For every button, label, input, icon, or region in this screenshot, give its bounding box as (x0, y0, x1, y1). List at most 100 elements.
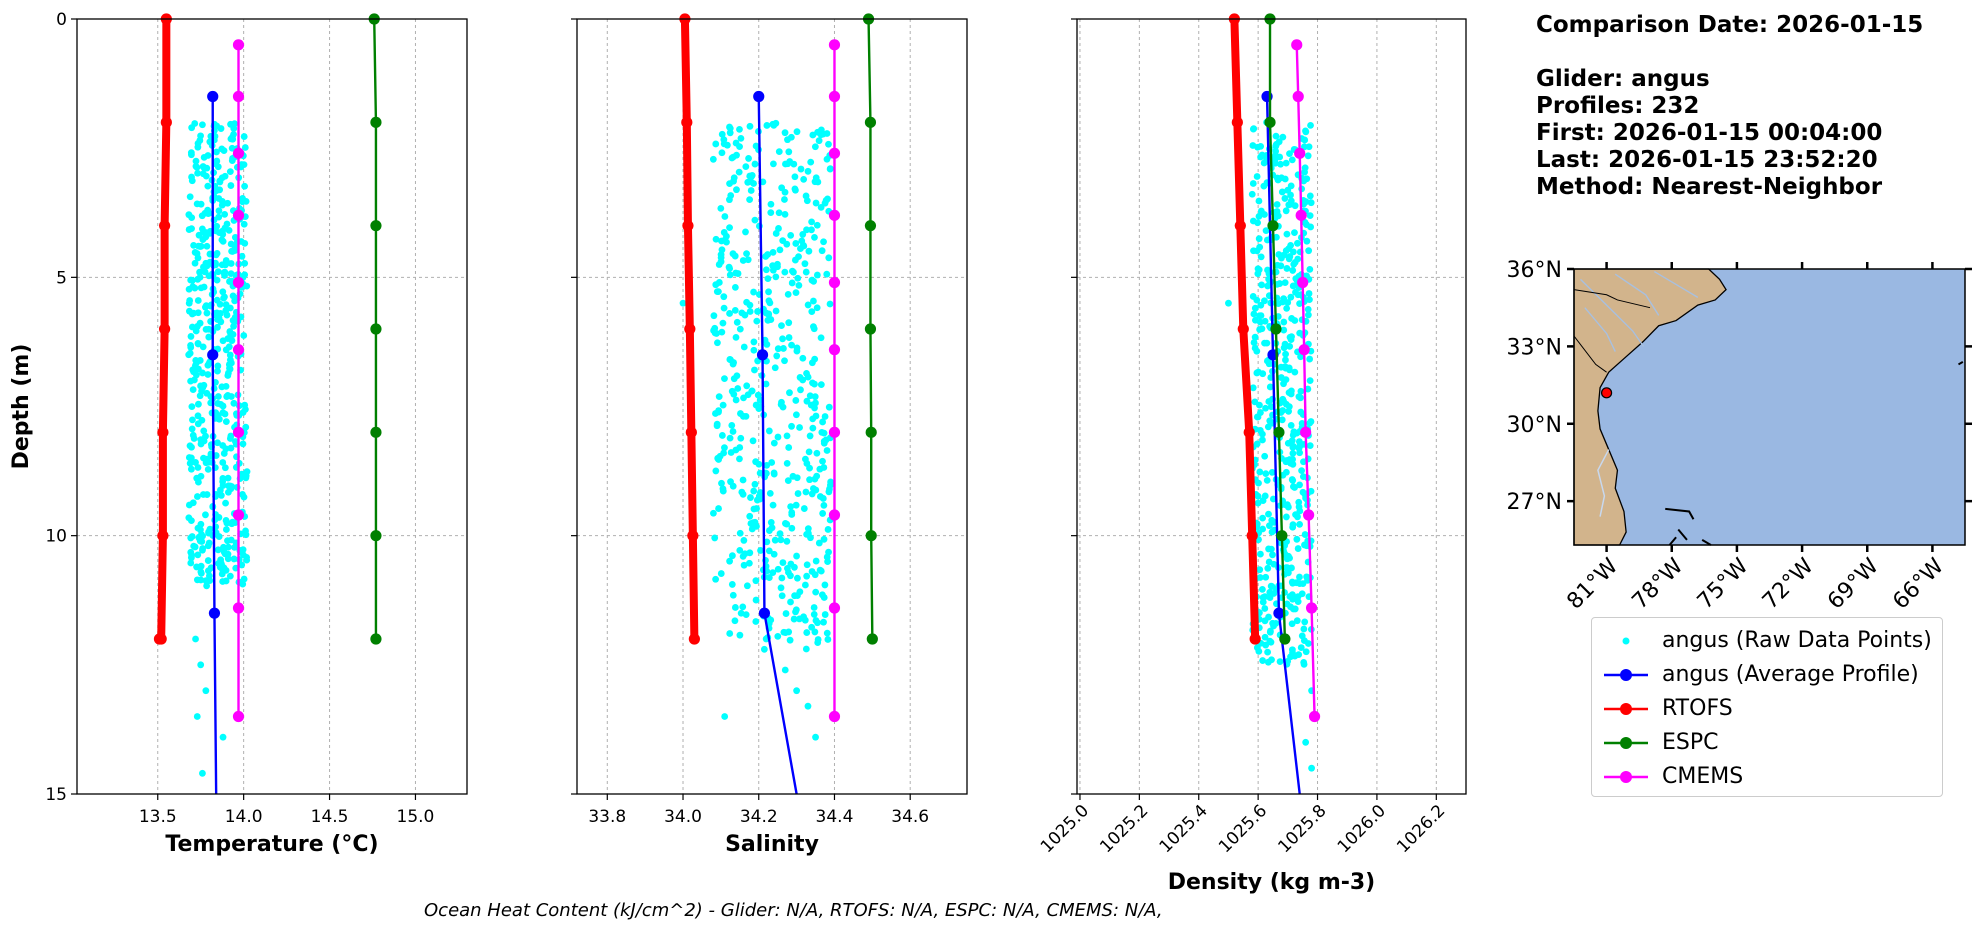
raw-data-point (193, 250, 201, 257)
raw-data-point (224, 474, 232, 482)
raw-data-point (1256, 566, 1264, 574)
raw-data-point (224, 488, 232, 496)
legend-label: ESPC (1662, 730, 1719, 755)
raw-data-point (792, 411, 800, 419)
raw-data-point (1261, 633, 1269, 641)
legend-label: angus (Average Profile) (1662, 662, 1919, 687)
lat-tick-label: 30°N (1507, 413, 1562, 438)
raw-data-point (214, 268, 222, 276)
raw-data-point (772, 273, 780, 281)
raw-data-point (817, 126, 825, 134)
raw-data-point (1266, 588, 1274, 596)
x-tick-label: 1026.0 (1334, 801, 1390, 857)
raw-data-point (715, 261, 723, 268)
raw-data-point (1286, 150, 1293, 158)
raw-data-point (191, 259, 199, 267)
raw-data-point (199, 546, 206, 554)
raw-data-point (826, 300, 834, 308)
raw-data-point (765, 310, 773, 318)
raw-data-point (812, 199, 820, 207)
raw-data-point (1269, 619, 1277, 627)
raw-data-point (1297, 644, 1305, 651)
series-marker-glider (208, 607, 221, 619)
raw-data-point (194, 412, 202, 420)
raw-data-point (195, 478, 202, 486)
raw-data-point (1257, 253, 1265, 261)
raw-data-point (811, 233, 818, 241)
legend-item: ESPC (1592, 728, 1942, 760)
raw-data-point (1303, 175, 1311, 183)
raw-data-point (790, 615, 798, 623)
series-marker-rtofs (1237, 323, 1249, 335)
raw-data-point (718, 328, 726, 336)
raw-data-point (192, 356, 200, 364)
raw-data-point (218, 383, 226, 391)
raw-data-point (188, 177, 196, 185)
raw-data-point (721, 444, 728, 452)
raw-data-point (1286, 593, 1294, 600)
series-marker-cmems (828, 90, 841, 103)
series-marker-espc (370, 530, 382, 542)
raw-data-point (730, 174, 738, 182)
raw-data-point (750, 338, 758, 346)
raw-data-point (187, 377, 195, 385)
raw-data-point (1255, 235, 1263, 243)
raw-data-point (240, 332, 248, 339)
raw-data-point (823, 629, 831, 637)
raw-data-point (826, 165, 834, 173)
raw-data-point (241, 144, 249, 151)
series-marker-espc (1276, 530, 1288, 542)
raw-data-point (1253, 173, 1261, 180)
raw-data-point (1268, 528, 1276, 536)
raw-data-point (224, 199, 232, 207)
raw-data-point (199, 369, 206, 377)
raw-data-point (765, 427, 773, 435)
raw-data-point (726, 310, 733, 317)
raw-data-point (711, 534, 719, 542)
raw-data-point (750, 487, 758, 495)
raw-data-point (1272, 141, 1280, 149)
raw-data-point (1268, 468, 1276, 476)
raw-data-point (221, 464, 229, 472)
raw-data-point (754, 391, 762, 399)
raw-data-point (200, 427, 208, 435)
raw-data-point (221, 293, 228, 301)
lon-tick-label: 81°W (1562, 554, 1623, 615)
raw-data-point (1293, 617, 1301, 625)
raw-data-point (780, 345, 787, 352)
raw-data-point (738, 309, 746, 317)
raw-data-point (1254, 499, 1262, 507)
raw-data-point (1306, 419, 1314, 427)
series-line-glider (757, 96, 798, 795)
series-marker-glider (758, 607, 771, 619)
raw-data-point (750, 288, 757, 296)
raw-data-point (745, 559, 753, 567)
raw-data-point (742, 163, 750, 171)
raw-data-point (221, 410, 229, 418)
raw-data-point (214, 439, 221, 447)
series-marker-cmems (828, 209, 841, 221)
raw-data-point (1264, 648, 1272, 656)
series-marker-cmems (828, 509, 841, 521)
y-tick-label: 15 (45, 785, 67, 805)
raw-data-point (796, 588, 804, 596)
raw-data-point (739, 603, 747, 611)
raw-data-point (748, 525, 756, 533)
raw-data-point (819, 510, 827, 517)
raw-data-point (741, 550, 749, 558)
raw-data-point (222, 445, 230, 453)
raw-data-point (791, 563, 798, 571)
raw-data-point (240, 220, 248, 228)
raw-data-point (1265, 510, 1272, 518)
raw-data-point (197, 472, 205, 480)
legend-swatch (1604, 703, 1648, 715)
raw-data-point (746, 512, 754, 520)
raw-data-point (731, 252, 739, 260)
raw-data-point (719, 487, 727, 495)
raw-data-point (188, 425, 196, 433)
series-marker-rtofs (157, 530, 169, 542)
raw-data-point (746, 122, 754, 130)
raw-data-point (742, 228, 749, 236)
x-tick-label: 15.0 (397, 807, 435, 827)
raw-data-point (820, 594, 828, 601)
